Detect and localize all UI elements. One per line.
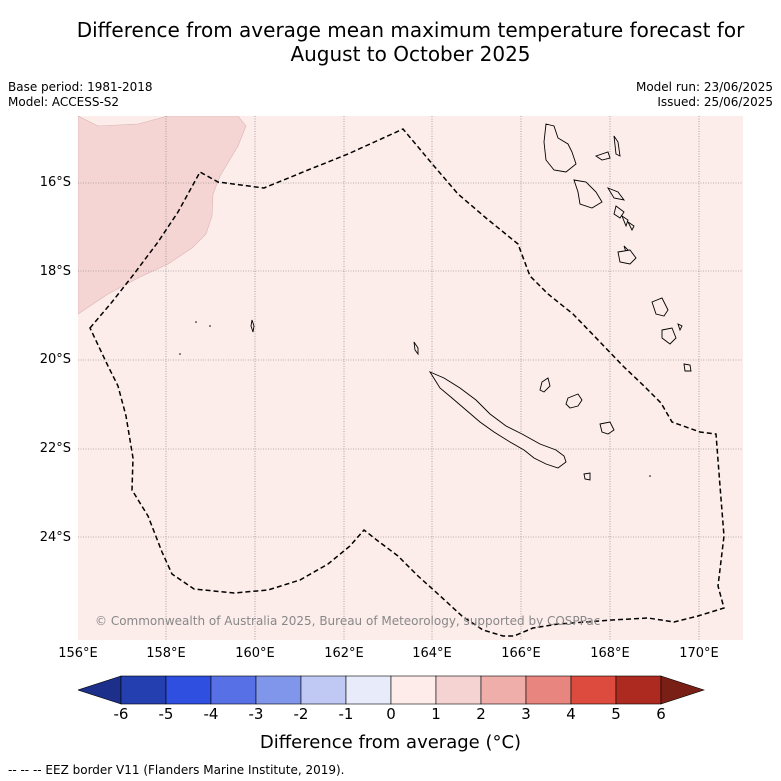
colorbar-swatch <box>210 675 257 705</box>
reef-dot-2 <box>209 325 211 327</box>
lon-label-168e: 168°E <box>590 646 630 661</box>
colorbar-swatch <box>255 675 302 705</box>
copyright-notice: © Commonwealth of Australia 2025, Bureau… <box>95 614 601 628</box>
model-run: Model run: 23/06/2025 <box>635 80 773 94</box>
island-pines <box>583 472 591 481</box>
reef-dot-3 <box>179 353 181 355</box>
lon-label-166e: 166°E <box>501 646 541 661</box>
lat-label-18s: 18°S <box>39 264 71 279</box>
colorbar-swatch <box>615 675 662 705</box>
cb-tick-3: 3 <box>521 705 531 723</box>
lat-label-16s: 16°S <box>39 175 71 190</box>
eez-footnote: -- -- -- EEZ border V11 (Flanders Marine… <box>8 763 345 777</box>
lat-label-20s: 20°S <box>39 352 71 367</box>
base-period: Base period: 1981-2018 <box>8 80 153 94</box>
new-caledonia <box>428 371 567 469</box>
chart-title: Difference from average mean maximum tem… <box>0 18 781 66</box>
vanuatu-islands <box>543 123 692 372</box>
lon-label-158e: 158°E <box>146 646 186 661</box>
lon-label-156e: 156°E <box>58 646 98 661</box>
cb-tick-neg3: -3 <box>248 705 264 723</box>
lat-label-24s: 24°S <box>39 530 71 545</box>
cb-tick-4: 4 <box>566 705 576 723</box>
colorbar-swatch <box>300 675 347 705</box>
eez-border <box>89 128 725 637</box>
colorbar <box>78 675 705 705</box>
model-name: Model: ACCESS-S2 <box>8 95 120 109</box>
cb-tick-2: 2 <box>476 705 486 723</box>
cb-tick-5: 5 <box>611 705 621 723</box>
map-panel[interactable] <box>78 116 743 640</box>
island-lifou <box>565 393 583 409</box>
colorbar-swatch <box>570 675 617 705</box>
cb-tick-neg5: -5 <box>158 705 174 723</box>
cb-tick-6: 6 <box>656 705 666 723</box>
reef-dot-4 <box>649 475 651 477</box>
colorbar-swatch <box>120 675 167 705</box>
cb-tick-neg4: -4 <box>203 705 219 723</box>
island-ouvea <box>539 377 551 393</box>
cb-tick-neg2: -2 <box>293 705 309 723</box>
lon-label-160e: 160°E <box>235 646 275 661</box>
lon-label-162e: 162°E <box>324 646 364 661</box>
lat-label-22s: 22°S <box>39 441 71 456</box>
lon-label-164e: 164°E <box>412 646 452 661</box>
cb-tick-neg6: -6 <box>113 705 129 723</box>
title-line-1: Difference from average mean maximum tem… <box>76 18 745 42</box>
meta-right: Model run: 23/06/2025 Issued: 25/06/2025 <box>636 80 773 110</box>
colorbar-swatch <box>78 675 122 705</box>
cb-tick-neg1: -1 <box>338 705 354 723</box>
colorbar-label: Difference from average (°C) <box>259 732 522 753</box>
lon-label-170e: 170°E <box>679 646 719 661</box>
colorbar-swatch <box>480 675 527 705</box>
gridlines <box>78 116 743 640</box>
cb-tick-0: 0 <box>386 705 396 723</box>
title-line-2: August to October 2025 <box>290 42 531 66</box>
colorbar-swatch <box>390 675 437 705</box>
island-belep <box>413 341 419 356</box>
issued-date: Issued: 25/06/2025 <box>657 95 773 109</box>
colorbar-swatch <box>525 675 572 705</box>
colorbar-swatch <box>165 675 212 705</box>
island-chesterfield <box>250 319 255 333</box>
cb-tick-1: 1 <box>431 705 441 723</box>
colorbar-swatch <box>660 675 705 705</box>
anomaly-region <box>78 116 247 315</box>
island-mare <box>599 421 615 435</box>
colorbar-swatch <box>435 675 482 705</box>
reef-dot-1 <box>195 321 197 323</box>
colorbar-swatch <box>345 675 392 705</box>
meta-left: Base period: 1981-2018 Model: ACCESS-S2 <box>8 80 153 110</box>
